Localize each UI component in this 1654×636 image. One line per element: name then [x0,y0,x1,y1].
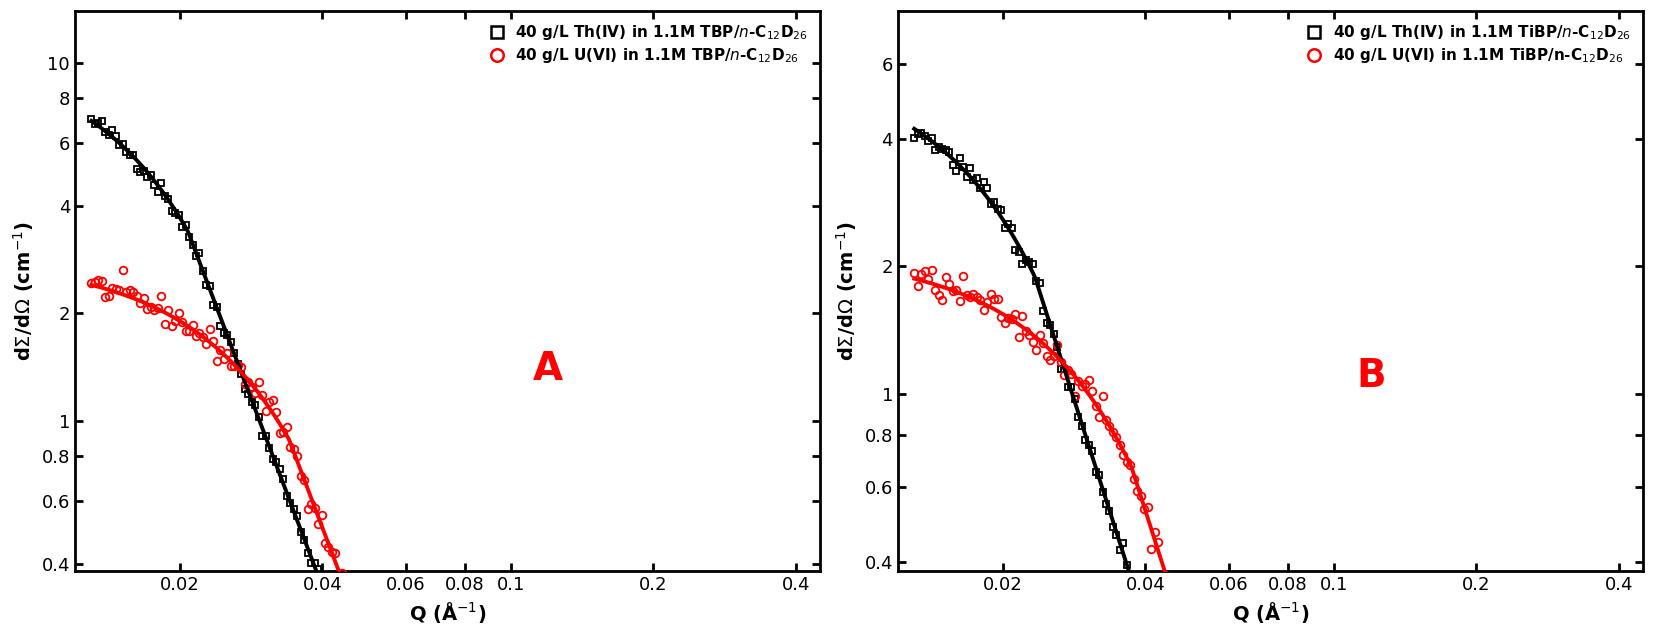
X-axis label: Q ($\mathregular{\AA}^{-1}$): Q ($\mathregular{\AA}^{-1}$) [409,600,486,625]
Legend: 40 g/L Th(IV) in 1.1M TiBP/$n$-C$_{12}$D$_{26}$, 40 g/L U(VI) in 1.1M TiBP/n-C$_: 40 g/L Th(IV) in 1.1M TiBP/$n$-C$_{12}$D… [1300,18,1636,70]
Legend: 40 g/L Th(IV) in 1.1M TBP/$n$-C$_{12}$D$_{26}$, 40 g/L U(VI) in 1.1M TBP/$n$-C$_: 40 g/L Th(IV) in 1.1M TBP/$n$-C$_{12}$D$… [483,18,812,70]
Text: A: A [533,350,564,388]
Y-axis label: d$\Sigma$/d$\Omega$ (cm$^{-1}$): d$\Sigma$/d$\Omega$ (cm$^{-1}$) [12,221,36,361]
Text: B: B [1356,357,1386,395]
Y-axis label: d$\Sigma$/d$\Omega$ (cm$^{-1}$): d$\Sigma$/d$\Omega$ (cm$^{-1}$) [834,221,858,361]
X-axis label: Q ($\mathregular{\AA}^{-1}$): Q ($\mathregular{\AA}^{-1}$) [1232,600,1308,625]
